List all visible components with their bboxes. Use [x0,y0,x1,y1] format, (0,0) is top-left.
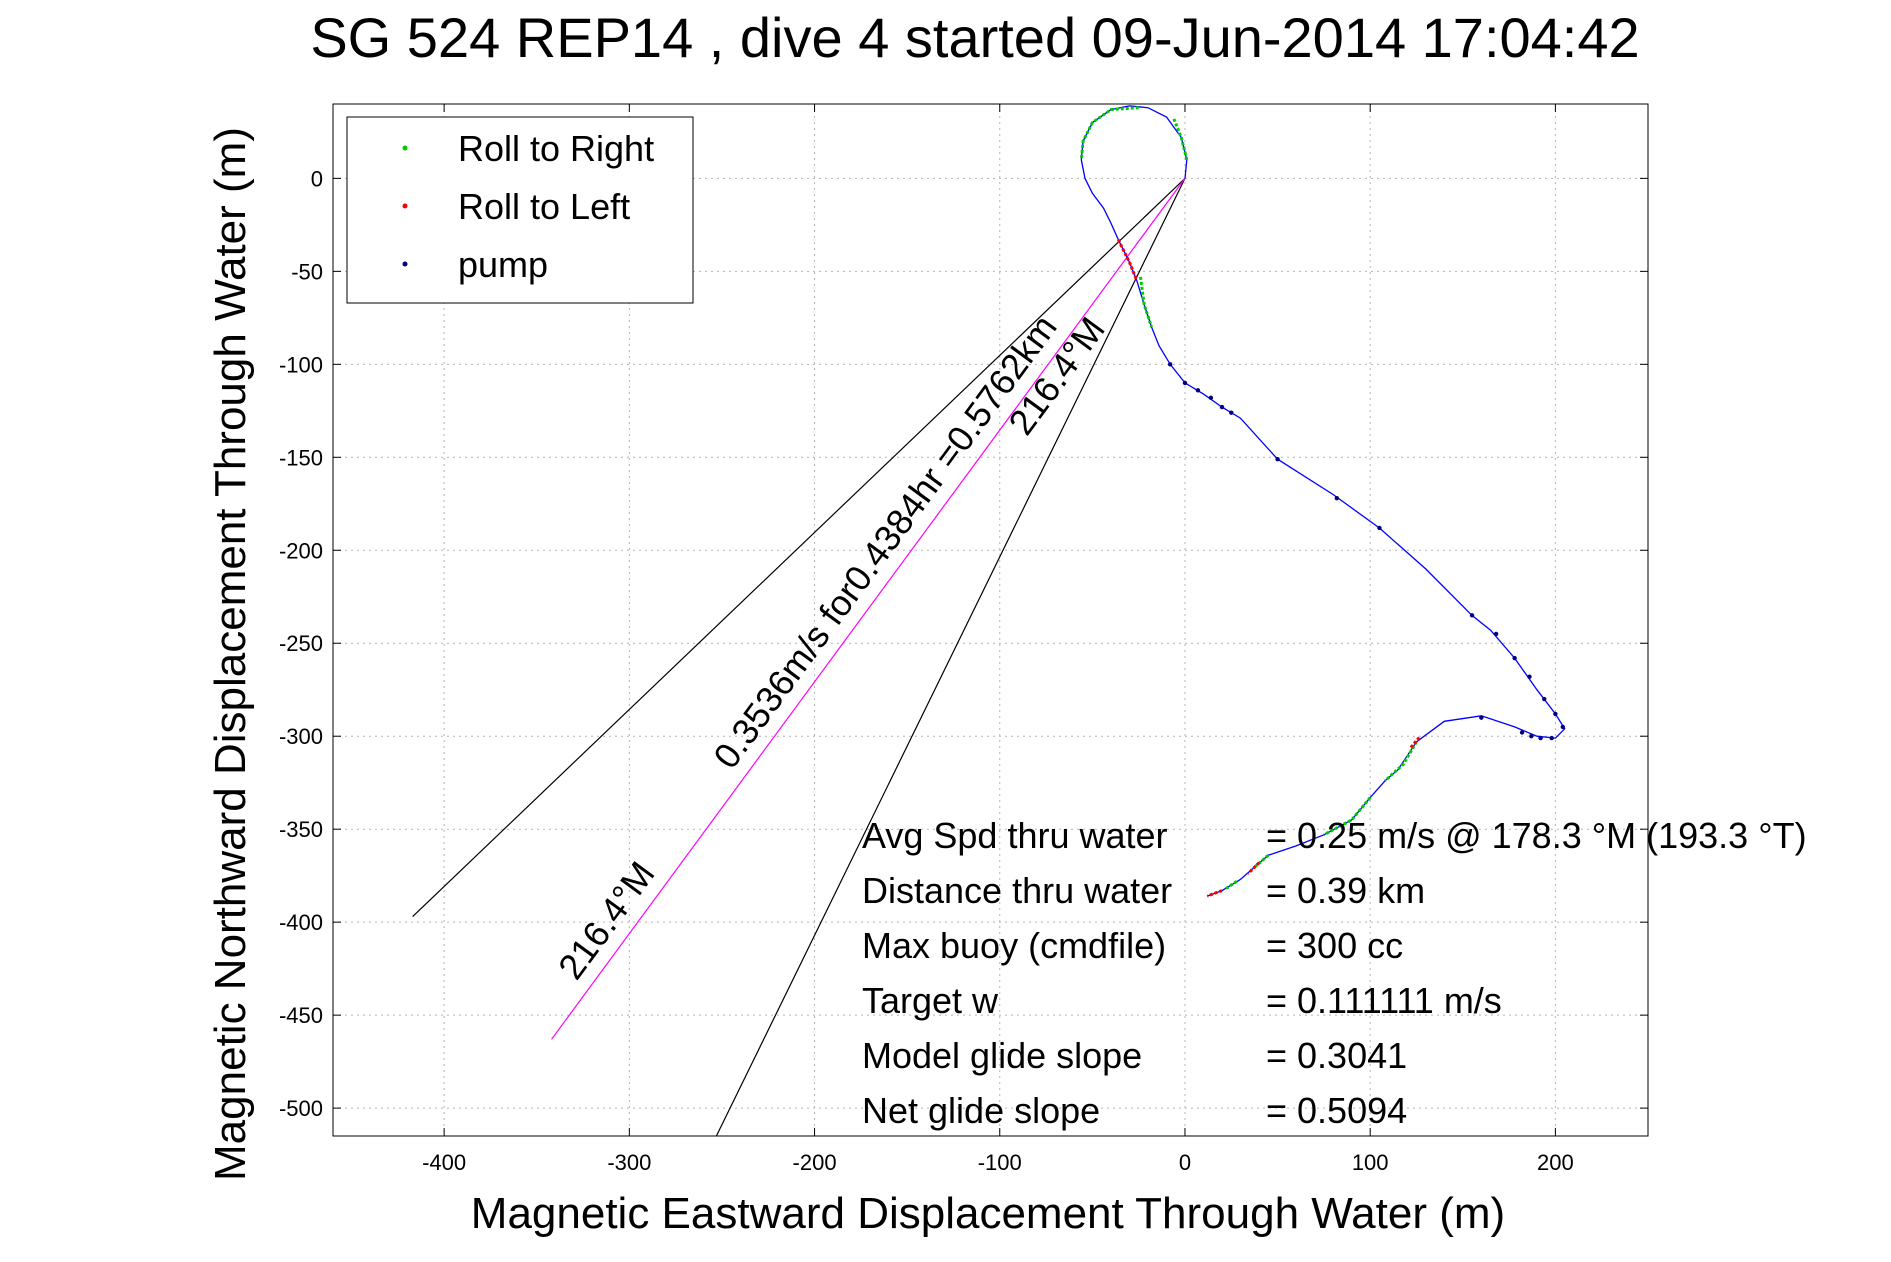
legend-label: pump [458,244,548,285]
chart-title: SG 524 REP14 , dive 4 started 09-Jun-201… [310,6,1639,69]
pump-point [1519,730,1525,735]
x-tick-label: 0 [1179,1150,1191,1175]
pump-point [1542,696,1547,702]
x-tick-label: -100 [978,1150,1022,1175]
y-tick-label: 0 [311,166,323,191]
stat-label: Model glide slope [862,1035,1142,1076]
uncertainty-cone [412,177,1186,1137]
stat-value: = 0.3041 [1266,1035,1407,1076]
stat-label: Net glide slope [862,1090,1100,1131]
legend-label: Roll to Right [458,128,654,169]
cone-left-line [412,177,1186,918]
x-tick-label: -200 [793,1150,837,1175]
roll-right-segment [1172,118,1189,161]
pump-point [1275,456,1280,462]
roll-left-segment [1409,735,1422,749]
y-tick-label: -100 [279,352,323,377]
pump-point [1529,734,1534,739]
pump-point [1334,496,1340,501]
pump-point [1527,674,1532,679]
roll-right-segment [1254,854,1270,868]
roll-right-segment [1323,796,1372,837]
pump-point [1208,395,1214,400]
pump-point [1195,388,1201,393]
pump-point [1469,613,1475,618]
pump-point [1538,735,1543,741]
legend-marker [402,261,408,267]
axis-ticks: -400 -300 -200 -100 0 100 200 0 -50 -100 -150 -200 -… [279,104,1648,1175]
dive-stats-panel: Avg Spd thru water = 0.25 m/s @ 178.3 °M … [862,815,1807,1131]
x-tick-label: 200 [1537,1150,1574,1175]
stat-value: = 300 cc [1266,925,1403,966]
roll-right-segment [1383,741,1418,782]
y-tick-label: -250 [279,631,323,656]
y-tick-label: -50 [291,259,323,284]
legend: Roll to Right Roll to Left pump [346,116,694,304]
stat-label: Distance thru water [862,870,1172,911]
legend-marker [402,145,408,151]
y-tick-label: -150 [279,445,323,470]
x-tick-label: -300 [607,1150,651,1175]
stat-label: Max buoy (cmdfile) [862,925,1166,966]
track-series [1079,105,1566,898]
legend-label: Roll to Left [458,186,630,227]
stat-value: = 0.5094 [1266,1090,1407,1131]
roll-left-segment [1246,861,1261,875]
pump-point [1560,724,1566,730]
pump-point [1512,655,1517,661]
y-tick-label: -350 [279,817,323,842]
x-axis-label: Magnetic Eastward Displacement Through W… [471,1189,1505,1238]
y-tick-label: -300 [279,724,323,749]
y-tick-label: -500 [279,1096,323,1121]
pump-point [1493,631,1499,637]
stat-label: Avg Spd thru water [862,815,1168,856]
stat-value: = 0.25 m/s @ 178.3 °M (193.3 °T) [1266,815,1807,856]
stat-label: Target w [862,980,999,1021]
roll-right-segment [1079,106,1139,160]
pump-point [1549,735,1554,741]
y-tick-label: -400 [279,910,323,935]
stat-value: = 0.111111 m/s [1266,980,1502,1021]
cone-right-line [715,178,1186,1137]
pump-point [1553,711,1558,717]
y-tick-label: -200 [279,538,323,563]
axes-frame [332,103,1649,1137]
y-axis-label: Magnetic Northward Displacement Through … [206,127,255,1181]
grid-lines [333,104,1648,1136]
pump-point [1167,362,1173,367]
y-tick-label: -450 [279,1003,323,1028]
roll-left-segment [1206,889,1223,898]
pump-point [1182,380,1188,386]
pump-point [1219,404,1225,410]
x-tick-label: 100 [1352,1150,1389,1175]
legend-marker [402,203,408,209]
pump-point [1479,715,1484,720]
pump-point [1229,410,1234,415]
pump-point [1377,525,1382,531]
x-tick-label: -400 [422,1150,466,1175]
roll-right-segment [1224,880,1238,890]
heading-line [551,178,1186,1040]
stat-value: = 0.39 km [1266,870,1425,911]
